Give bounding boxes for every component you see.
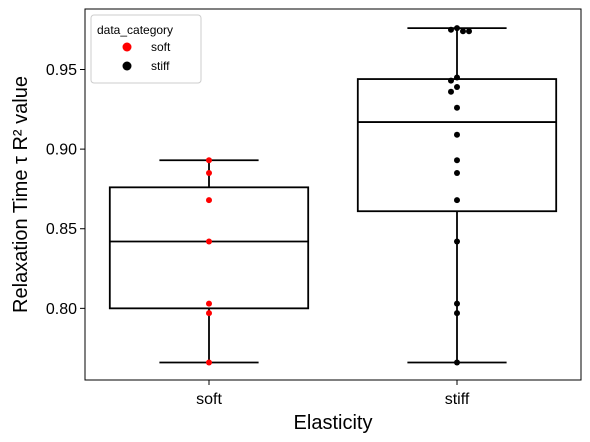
- plot-frame: [84, 8, 582, 381]
- iqr-box: [356, 78, 558, 213]
- legend-label-soft: soft: [151, 40, 171, 54]
- data-point-soft: [206, 310, 212, 317]
- box-soft: [108, 159, 310, 364]
- data-point-stiff: [454, 170, 460, 177]
- data-point-stiff: [454, 359, 460, 366]
- legend-title: data_category: [97, 23, 173, 37]
- data-point-stiff: [454, 310, 460, 317]
- data-point-stiff: [448, 77, 454, 84]
- legend-marker-stiff: [122, 61, 132, 71]
- y-tick-label: 0.80: [46, 301, 77, 318]
- y-tick-label: 0.85: [46, 221, 77, 238]
- y-tick-label: 0.90: [46, 142, 77, 159]
- y-axis-label: Relaxation Time τ R² value: [10, 76, 32, 313]
- data-point-stiff: [454, 157, 460, 164]
- data-point-stiff: [454, 197, 460, 204]
- data-point-soft: [206, 359, 212, 366]
- y-tick-label: 0.95: [46, 62, 77, 79]
- data-point-soft: [206, 238, 212, 245]
- data-point-soft: [206, 197, 212, 204]
- data-point-stiff: [454, 84, 460, 91]
- legend-box: [90, 14, 202, 84]
- x-tick-label: soft: [196, 391, 222, 408]
- x-tick-label: stiff: [445, 391, 470, 408]
- data-point-stiff: [454, 74, 460, 81]
- data-point-stiff: [466, 28, 472, 35]
- data-point-soft: [206, 300, 212, 307]
- data-point-stiff: [454, 300, 460, 307]
- y-axis-ticks: 0.80 0.85 0.90 0.95: [46, 62, 85, 318]
- data-point-stiff: [454, 25, 460, 32]
- data-point-stiff: [454, 131, 460, 138]
- data-point-stiff: [448, 26, 454, 33]
- data-point-soft: [206, 157, 212, 164]
- data-point-stiff: [454, 238, 460, 245]
- x-axis-ticks: soft stiff: [196, 380, 470, 408]
- data-point-stiff: [460, 28, 466, 35]
- axes-frame: [84, 8, 582, 381]
- iqr-box: [108, 186, 310, 310]
- data-point-soft: [206, 170, 212, 177]
- data-point-stiff: [448, 88, 454, 95]
- legend-marker-soft: [122, 42, 132, 52]
- points-layer: [206, 25, 472, 366]
- legend-label-stiff: stiff: [151, 59, 170, 73]
- data-point-stiff: [454, 104, 460, 111]
- x-axis-label: Elasticity: [294, 412, 373, 434]
